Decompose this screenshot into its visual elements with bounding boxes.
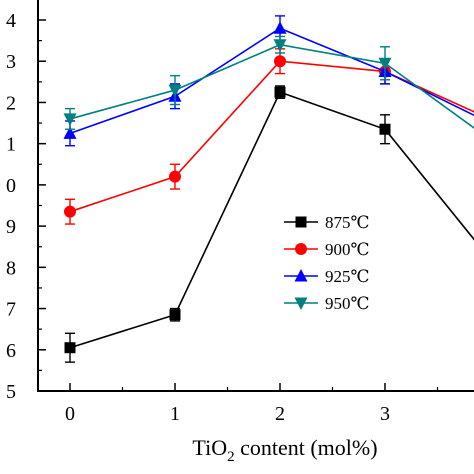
x-tick-label: 0 <box>65 403 75 425</box>
x-tick-label: 1 <box>170 403 180 425</box>
x-axis-title: TiO2 content (mol%) <box>192 435 377 465</box>
y-tick-label: 9 <box>6 216 16 238</box>
series-3 <box>63 35 474 130</box>
x-axis-title-rest: content (mol%) <box>235 435 378 460</box>
series-layer <box>63 15 474 363</box>
data-point <box>169 309 181 321</box>
data-point <box>294 297 308 310</box>
series-line <box>69 27 474 135</box>
data-point <box>274 86 286 98</box>
y-tick-label: 7 <box>6 299 16 321</box>
data-point <box>64 205 76 218</box>
data-point <box>379 123 391 135</box>
data-point <box>63 126 77 139</box>
y-tick-label: 1 <box>6 134 16 156</box>
series-line <box>69 91 474 349</box>
plot-border <box>37 0 474 392</box>
data-point <box>168 84 182 98</box>
data-point <box>63 113 77 126</box>
series-0 <box>64 85 474 363</box>
legend-label: 925℃ <box>325 267 370 286</box>
x-tick-labels: 0 1 2 3 <box>65 403 390 425</box>
legend-label: 950℃ <box>325 294 370 313</box>
axis-ticks <box>38 19 439 392</box>
y-tick-label: 0 <box>6 175 16 197</box>
data-point <box>273 21 287 34</box>
data-point <box>64 342 76 354</box>
data-point <box>169 170 181 183</box>
data-point <box>378 57 392 71</box>
series-1 <box>64 48 474 225</box>
y-tick-label: 6 <box>6 340 16 362</box>
data-point <box>273 39 287 52</box>
y-tick-label: 3 <box>6 51 16 73</box>
series-line <box>69 43 474 129</box>
y-tick-label: 2 <box>6 92 16 114</box>
series-2 <box>63 15 474 147</box>
y-tick-label: 4 <box>6 10 16 32</box>
data-point <box>295 243 307 255</box>
data-point <box>294 269 308 282</box>
y-tick-label: 8 <box>6 257 16 279</box>
plot-frame <box>37 0 474 392</box>
x-tick-label: 2 <box>275 403 285 425</box>
legend-label: 875℃ <box>325 213 370 232</box>
legend: 875℃ 900℃ 925℃ 950℃ <box>284 213 370 313</box>
x-tick-label: 3 <box>380 403 390 425</box>
y-tick-label: 5 <box>6 381 16 403</box>
legend-label: 900℃ <box>325 240 370 259</box>
data-point <box>274 55 286 68</box>
x-axis-title-main: TiO <box>192 435 227 460</box>
x-axis-title-subscript: 2 <box>227 449 235 465</box>
data-point <box>295 216 307 228</box>
